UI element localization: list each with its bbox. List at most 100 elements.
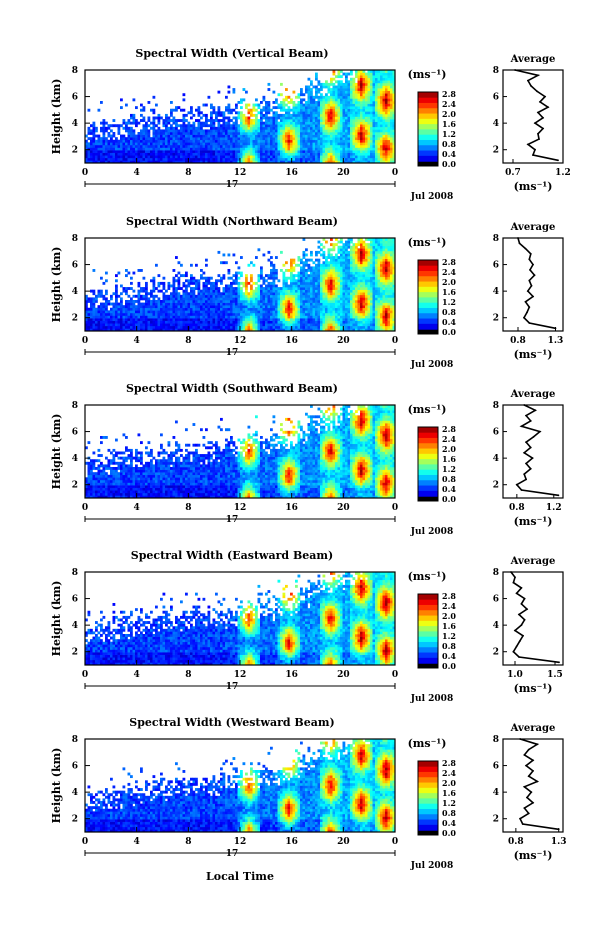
heatmap-cell (250, 279, 253, 283)
heatmap-cell (167, 315, 171, 319)
heatmap-cell (335, 281, 338, 285)
heatmap-cell (195, 139, 198, 143)
heatmap-cell (320, 263, 323, 267)
heatmap-cell (105, 325, 108, 329)
heatmap-cell (332, 101, 336, 104)
heatmap-cell (290, 297, 293, 301)
heatmap-cell (387, 119, 391, 122)
heatmap-cell (252, 126, 256, 130)
heatmap-cell (345, 103, 348, 107)
heatmap-cell (355, 157, 358, 161)
heatmap-cell (237, 111, 241, 115)
heatmap-cell (202, 150, 206, 153)
heatmap-cell (147, 150, 151, 153)
heatmap-cell (100, 320, 103, 324)
heatmap-cell (187, 132, 191, 135)
heatmap-cell (342, 93, 346, 97)
heatmap-cell (95, 150, 98, 153)
heatmap-cell (115, 300, 118, 303)
heatmap-cell (175, 312, 178, 316)
heatmap-cell (290, 263, 293, 267)
heatmap-cell (232, 307, 236, 311)
heatmap-cell (350, 103, 353, 107)
heatmap-cell (145, 121, 148, 125)
heatmap-cell (352, 88, 356, 91)
heatmap-cell (352, 126, 356, 130)
heatmap-cell (132, 323, 136, 327)
heatmap-cell (390, 101, 393, 104)
heatmap-cell (347, 126, 351, 130)
heatmap-cell (370, 126, 373, 130)
heatmap-cell (342, 85, 346, 89)
heatmap-cell (305, 132, 308, 135)
heatmap-cell (265, 302, 268, 306)
heatmap-cell (212, 320, 216, 324)
heatmap-cell (272, 137, 276, 141)
heatmap-cell (127, 318, 131, 321)
heatmap-cell (360, 113, 363, 117)
heatmap-cell (325, 328, 328, 332)
profile-point (557, 159, 559, 162)
heatmap-cell (385, 108, 388, 112)
heatmap-cell (190, 276, 193, 280)
heatmap-cell (355, 121, 358, 125)
heatmap-cell (265, 129, 268, 133)
heatmap-cell (325, 271, 328, 275)
heatmap-cell (160, 134, 163, 138)
heatmap-cell (305, 261, 308, 265)
heatmap-cell (332, 160, 336, 164)
heatmap-cell (225, 287, 228, 290)
heatmap-cell (85, 325, 88, 329)
heatmap-cell (150, 160, 153, 164)
heatmap-cell (332, 70, 336, 73)
heatmap-cell (170, 124, 173, 128)
heatmap-cell (190, 150, 193, 153)
heatmap-cell (87, 300, 91, 303)
heatmap-cell (167, 155, 171, 159)
heatmap-cell (282, 297, 286, 301)
heatmap-cell (205, 307, 208, 311)
heatmap-cell (175, 328, 178, 332)
heatmap-cell (250, 119, 253, 122)
heatmap-cell (100, 144, 103, 148)
heatmap-cell (287, 294, 291, 298)
heatmap-cell (355, 108, 358, 112)
heatmap-cell (300, 137, 303, 141)
heatmap-cell (130, 297, 133, 301)
heatmap-cell (160, 116, 163, 120)
heatmap-cell (307, 325, 311, 329)
heatmap-cell (367, 124, 371, 128)
heatmap-cell (385, 77, 388, 81)
heatmap-cell (310, 101, 313, 104)
heatmap-cell (295, 113, 298, 117)
heatmap-cell (305, 253, 308, 257)
heatmap-cell (252, 113, 256, 117)
heatmap-cell (292, 307, 296, 311)
heatmap-cell (295, 274, 298, 278)
heatmap-cell (245, 292, 248, 296)
heatmap-cell (322, 126, 326, 130)
heatmap-cell (300, 142, 303, 146)
heatmap-cell (305, 307, 308, 311)
heatmap-cell (170, 328, 173, 332)
heatmap-cell (277, 294, 281, 298)
heatmap-cell (110, 320, 113, 324)
heatmap-cell (275, 320, 278, 324)
heatmap-cell (337, 310, 341, 314)
heatmap-cell (280, 157, 283, 161)
heatmap-cell (387, 95, 391, 99)
heatmap-cell (362, 72, 366, 76)
heatmap-cell (247, 325, 251, 329)
heatmap-cell (132, 155, 136, 159)
heatmap-cell (272, 305, 276, 309)
heatmap-cell (345, 137, 348, 141)
heatmap-cell (97, 137, 101, 141)
heatmap-cell (165, 289, 168, 293)
heatmap-cell (327, 256, 331, 259)
heatmap-cell (217, 307, 221, 311)
heatmap-cell (185, 150, 188, 153)
heatmap-cell (275, 113, 278, 117)
heatmap-cell (345, 75, 348, 79)
heatmap-cell (222, 113, 226, 117)
heatmap-cell (185, 310, 188, 314)
